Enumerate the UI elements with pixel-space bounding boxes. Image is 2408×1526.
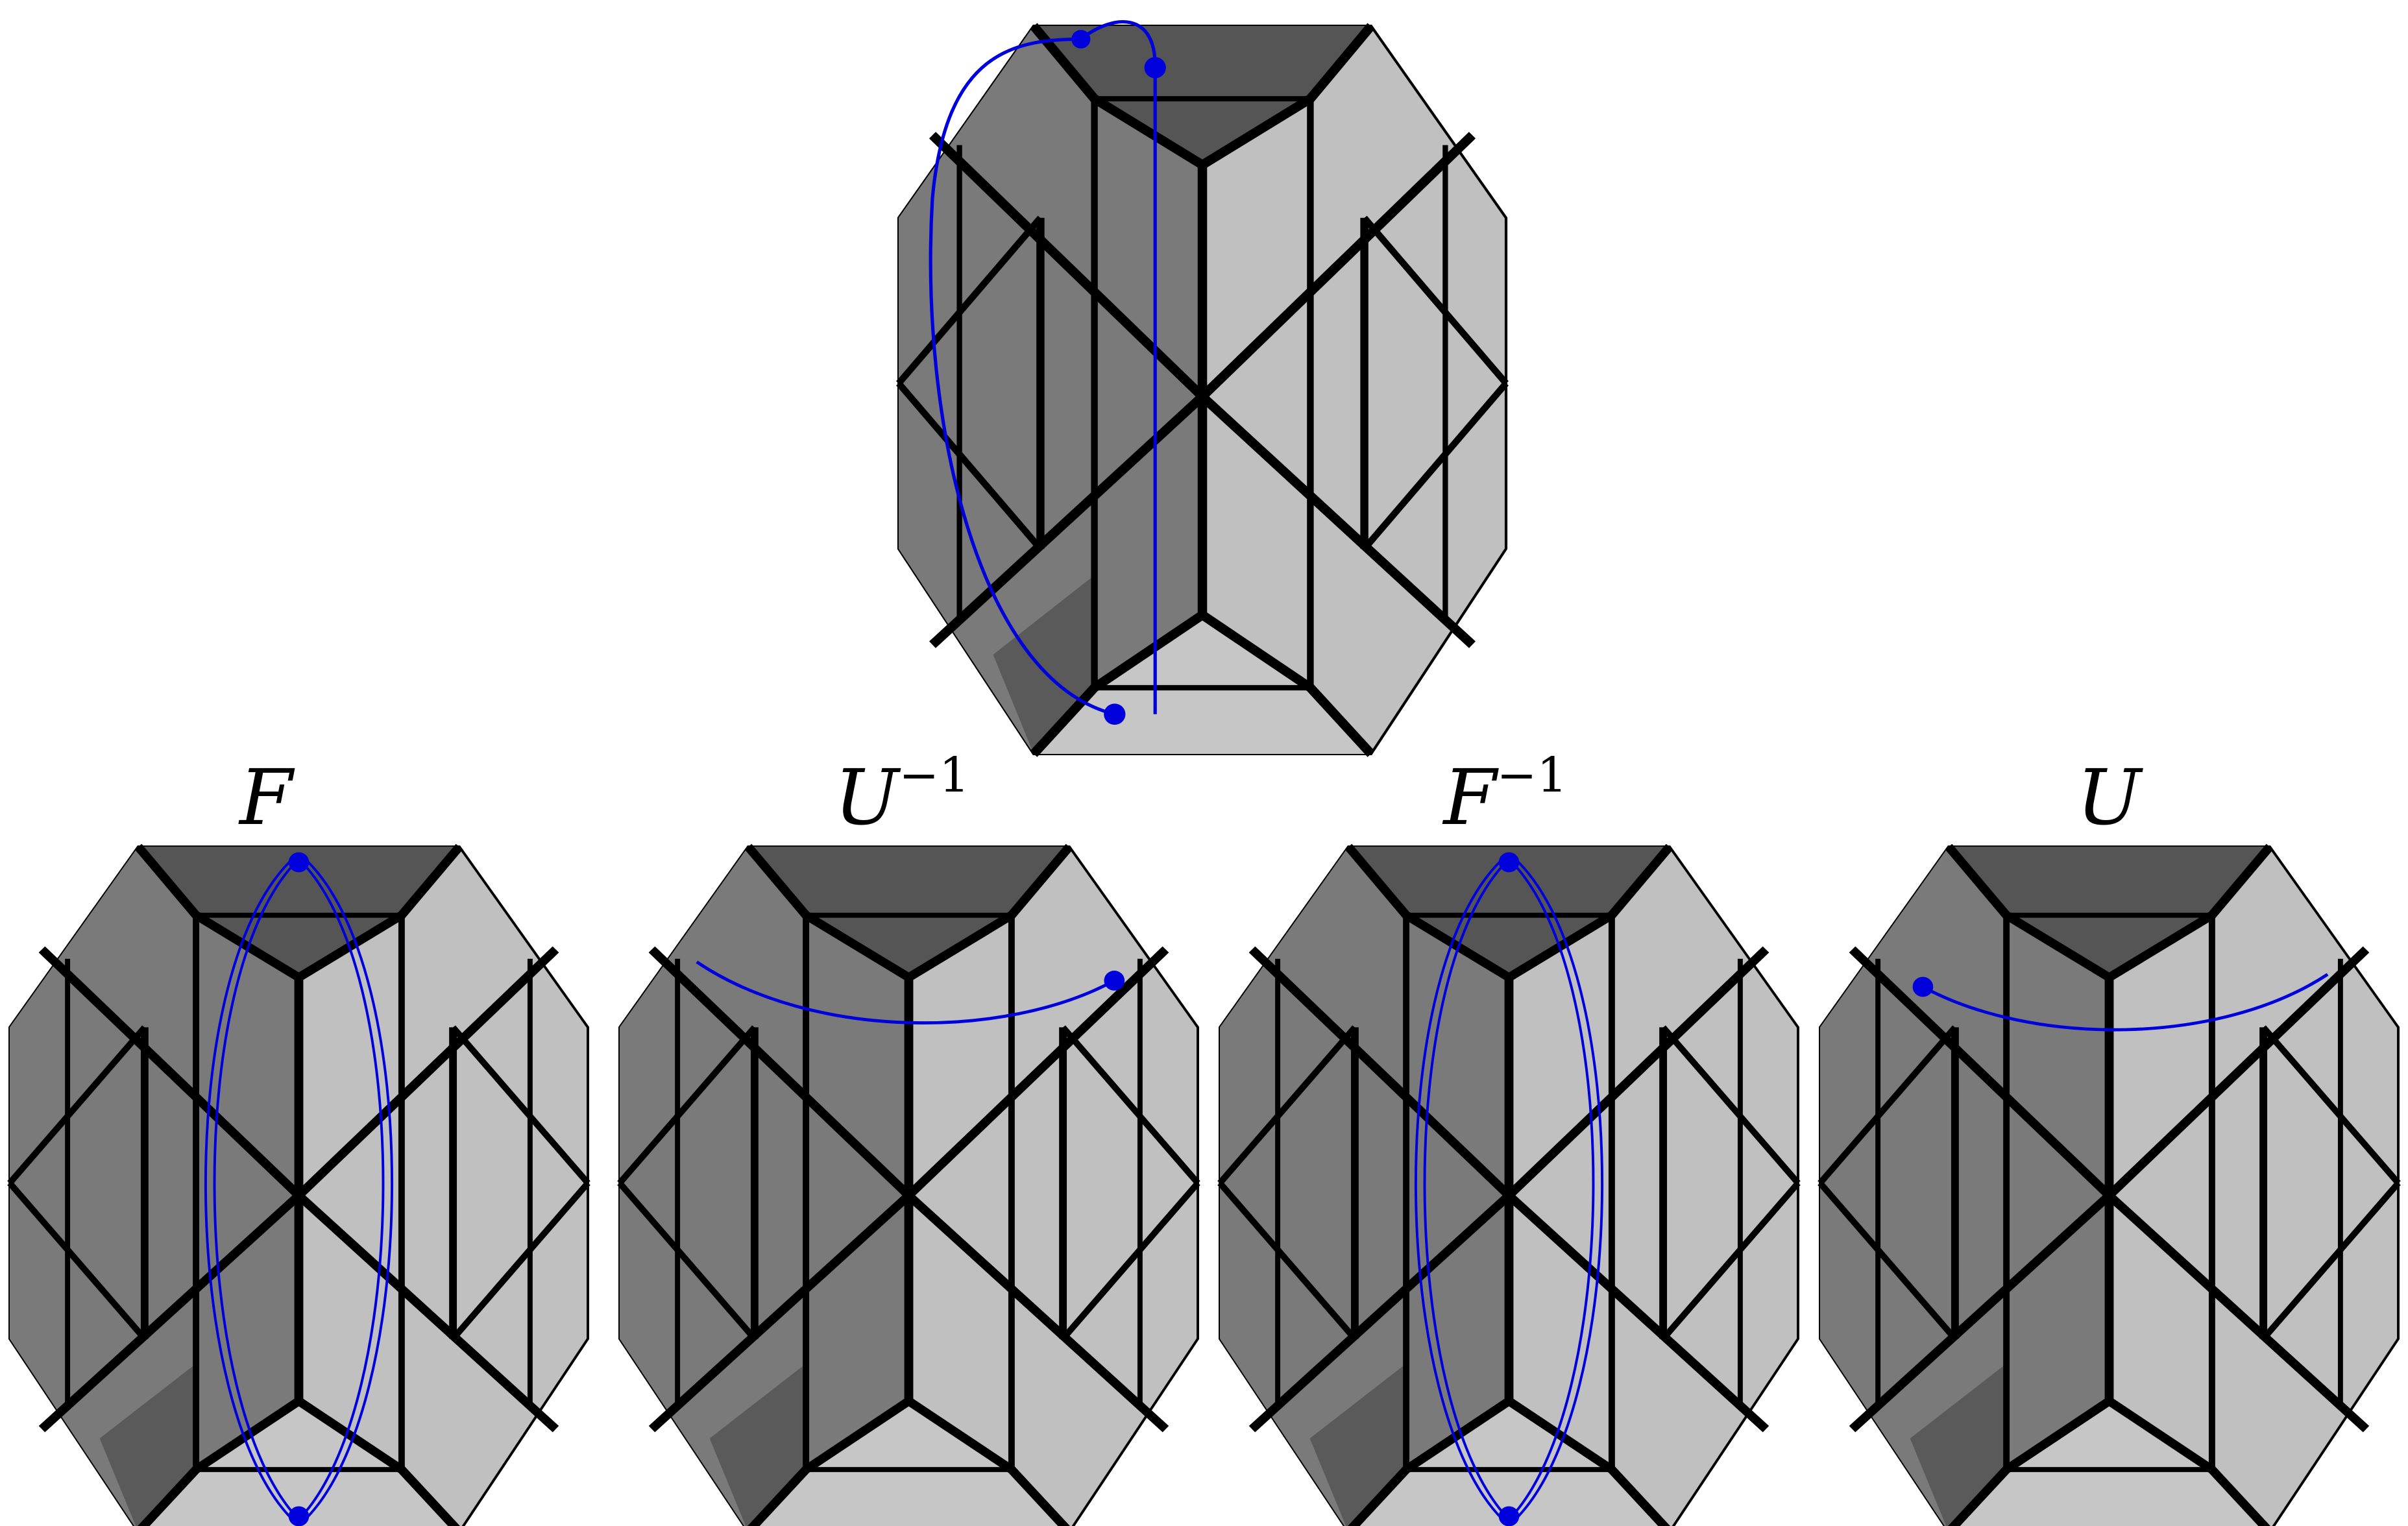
path-marker-bottom [1498,1506,1520,1526]
polyhedron-move-u-inv [620,847,1198,1526]
panel-initial [899,20,1506,754]
label-move-u-inv: U−1 [834,747,970,842]
path-marker-right [1144,56,1166,79]
path-marker-top [1498,852,1520,873]
label-move-f: F [238,753,295,842]
path-marker-bottom [288,1506,310,1526]
move-path-f [204,858,394,1521]
path-marker-right [1104,971,1125,991]
panel-move-u-inv [620,847,1198,1526]
move-path-initial [929,20,1157,716]
panel-move-f-inv [1220,847,1798,1526]
move-path-u-inv [696,960,1115,1024]
panel-move-u [1820,847,2398,1526]
path-marker-left [1912,976,1934,997]
path-marker-top [288,852,310,873]
polyhedron-move-u [1820,847,2398,1526]
polyhedron-initial [899,26,1506,754]
label-move-f-inv: F−1 [1442,747,1568,842]
move-path-f-inv [1414,858,1604,1521]
panel-move-f [10,847,588,1526]
path-marker-top [1071,30,1091,49]
polyhedron-move-f [10,847,588,1526]
polyhedron-move-f-inv [1220,847,1798,1526]
move-path-u [1922,973,2329,1032]
label-move-u: U [2076,753,2143,842]
path-marker-bottom [1104,703,1126,725]
